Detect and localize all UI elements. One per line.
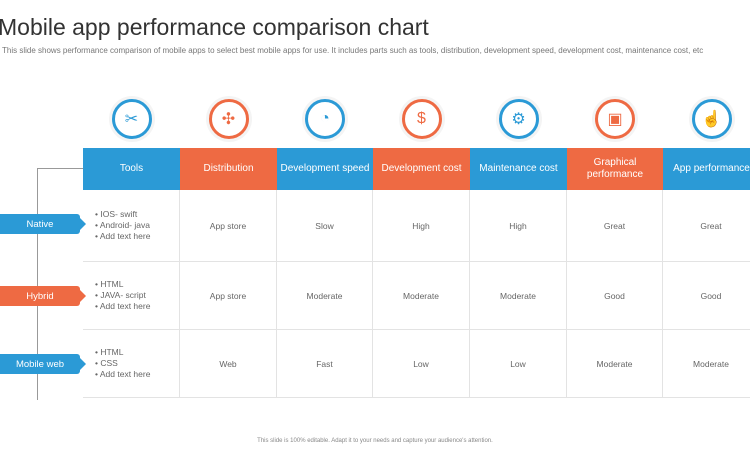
table-cell: Web xyxy=(180,330,277,398)
speedometer-icon: ◔ xyxy=(305,99,345,139)
table-cell: Moderate xyxy=(470,262,567,330)
money-bag-icon: $ xyxy=(401,99,442,139)
tools-list: HTMLJAVA- scriptAdd text here xyxy=(95,279,151,312)
table-cell: Low xyxy=(373,330,470,398)
tools-cell: HTMLJAVA- scriptAdd text here xyxy=(83,262,180,330)
table-cell: Slow xyxy=(277,190,373,262)
page-title: Mobile app performance comparison chart xyxy=(0,14,429,40)
tools-list-item: CSS xyxy=(95,358,150,369)
table-cell: Moderate xyxy=(277,262,373,330)
tools-list-item: Add text here xyxy=(95,301,151,312)
column-header: Development cost xyxy=(373,148,470,190)
column-header: Distribution xyxy=(180,148,277,190)
tools-icon: ✂ xyxy=(111,99,152,139)
graphics-monitor-icon: ▣ xyxy=(595,99,635,139)
column-header: App performance xyxy=(663,148,750,190)
connector-line xyxy=(37,168,38,400)
footer-note: This slide is 100% editable. Adapt it to… xyxy=(257,438,493,444)
table-cell: Fast xyxy=(277,330,373,398)
tools-cell: HTMLCSSAdd text here xyxy=(83,330,180,398)
table-cell: Good xyxy=(663,262,750,330)
column-header: Tools xyxy=(83,148,180,190)
tools-list-item: HTML xyxy=(95,347,150,358)
tools-list-item: Add text here xyxy=(95,231,151,242)
table-cell: Great xyxy=(663,190,750,262)
tools-list-item: Add text here xyxy=(95,369,151,380)
tools-list-item: Android- java xyxy=(95,220,150,231)
column-header: Development speed xyxy=(277,148,373,190)
network-icon: ✣ xyxy=(208,99,249,139)
table-cell: High xyxy=(373,190,470,262)
tools-cell: IOS- swiftAndroid- javaAdd text here xyxy=(83,190,180,262)
row-label-hybrid: Hybrid xyxy=(0,286,86,306)
page-subtitle: This slide shows performance comparison … xyxy=(2,46,704,55)
connector-line xyxy=(37,168,83,169)
table-cell: Moderate xyxy=(373,262,470,330)
mobile-touch-icon: ☝ xyxy=(691,99,732,139)
table-cell: App store xyxy=(180,262,277,330)
table-cell: Great xyxy=(567,190,663,262)
table-cell: Moderate xyxy=(663,330,750,398)
column-header: Graphical performance xyxy=(567,148,663,190)
tools-list-item: JAVA- script xyxy=(95,290,150,301)
table-cell: App store xyxy=(180,190,277,262)
row-label-mobile-web: Mobile web xyxy=(0,354,86,374)
maintenance-gear-icon: ⚙ xyxy=(498,99,539,139)
column-header: Maintenance cost xyxy=(470,148,567,190)
table-cell: Moderate xyxy=(567,330,663,398)
table-cell: Good xyxy=(567,262,663,330)
tools-list-item: HTML xyxy=(95,279,150,290)
tools-list: HTMLCSSAdd text here xyxy=(95,347,151,380)
tools-list-item: IOS- swift xyxy=(95,209,150,220)
table-cell: High xyxy=(470,190,567,262)
tools-list: IOS- swiftAndroid- javaAdd text here xyxy=(95,209,151,242)
table-cell: Low xyxy=(470,330,567,398)
row-label-native: Native xyxy=(0,214,86,234)
